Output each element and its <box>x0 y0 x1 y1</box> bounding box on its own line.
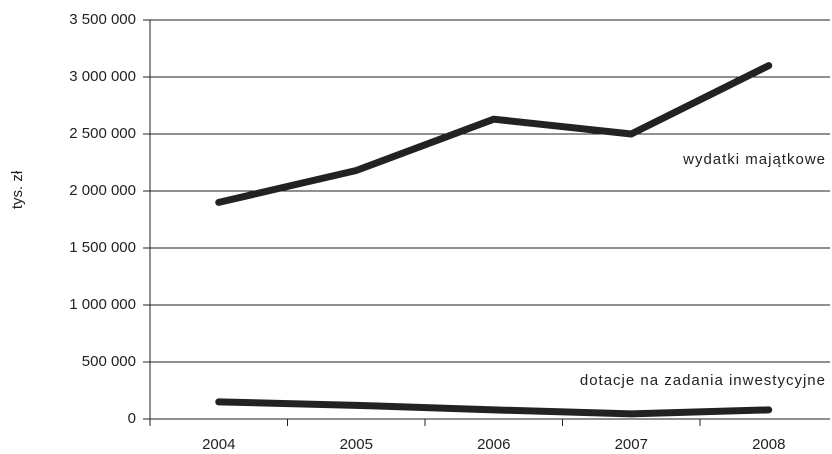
y-tick-label: 0 <box>128 410 136 427</box>
series-line <box>215 398 773 418</box>
y-tick-label: 3 000 000 <box>69 68 136 85</box>
y-tick-label: 500 000 <box>82 353 136 370</box>
series-line <box>215 62 773 206</box>
y-axis-label: tys. zł <box>9 170 26 209</box>
y-tick-label: 1 500 000 <box>69 239 136 256</box>
x-tick-label: 2008 <box>752 436 785 453</box>
y-tick-label: 2 000 000 <box>69 182 136 199</box>
y-tick-label: 2 500 000 <box>69 125 136 142</box>
series-label: wydatki majątkowe <box>682 151 826 168</box>
x-tick-label: 2006 <box>477 436 510 453</box>
x-tick-label: 2005 <box>340 436 373 453</box>
y-tick-label: 3 500 000 <box>69 11 136 28</box>
series-label: dotacje na zadania inwestycyjne <box>580 372 826 389</box>
y-tick-label: 1 000 000 <box>69 296 136 313</box>
x-tick-label: 2007 <box>615 436 648 453</box>
x-tick-label: 2004 <box>202 436 235 453</box>
